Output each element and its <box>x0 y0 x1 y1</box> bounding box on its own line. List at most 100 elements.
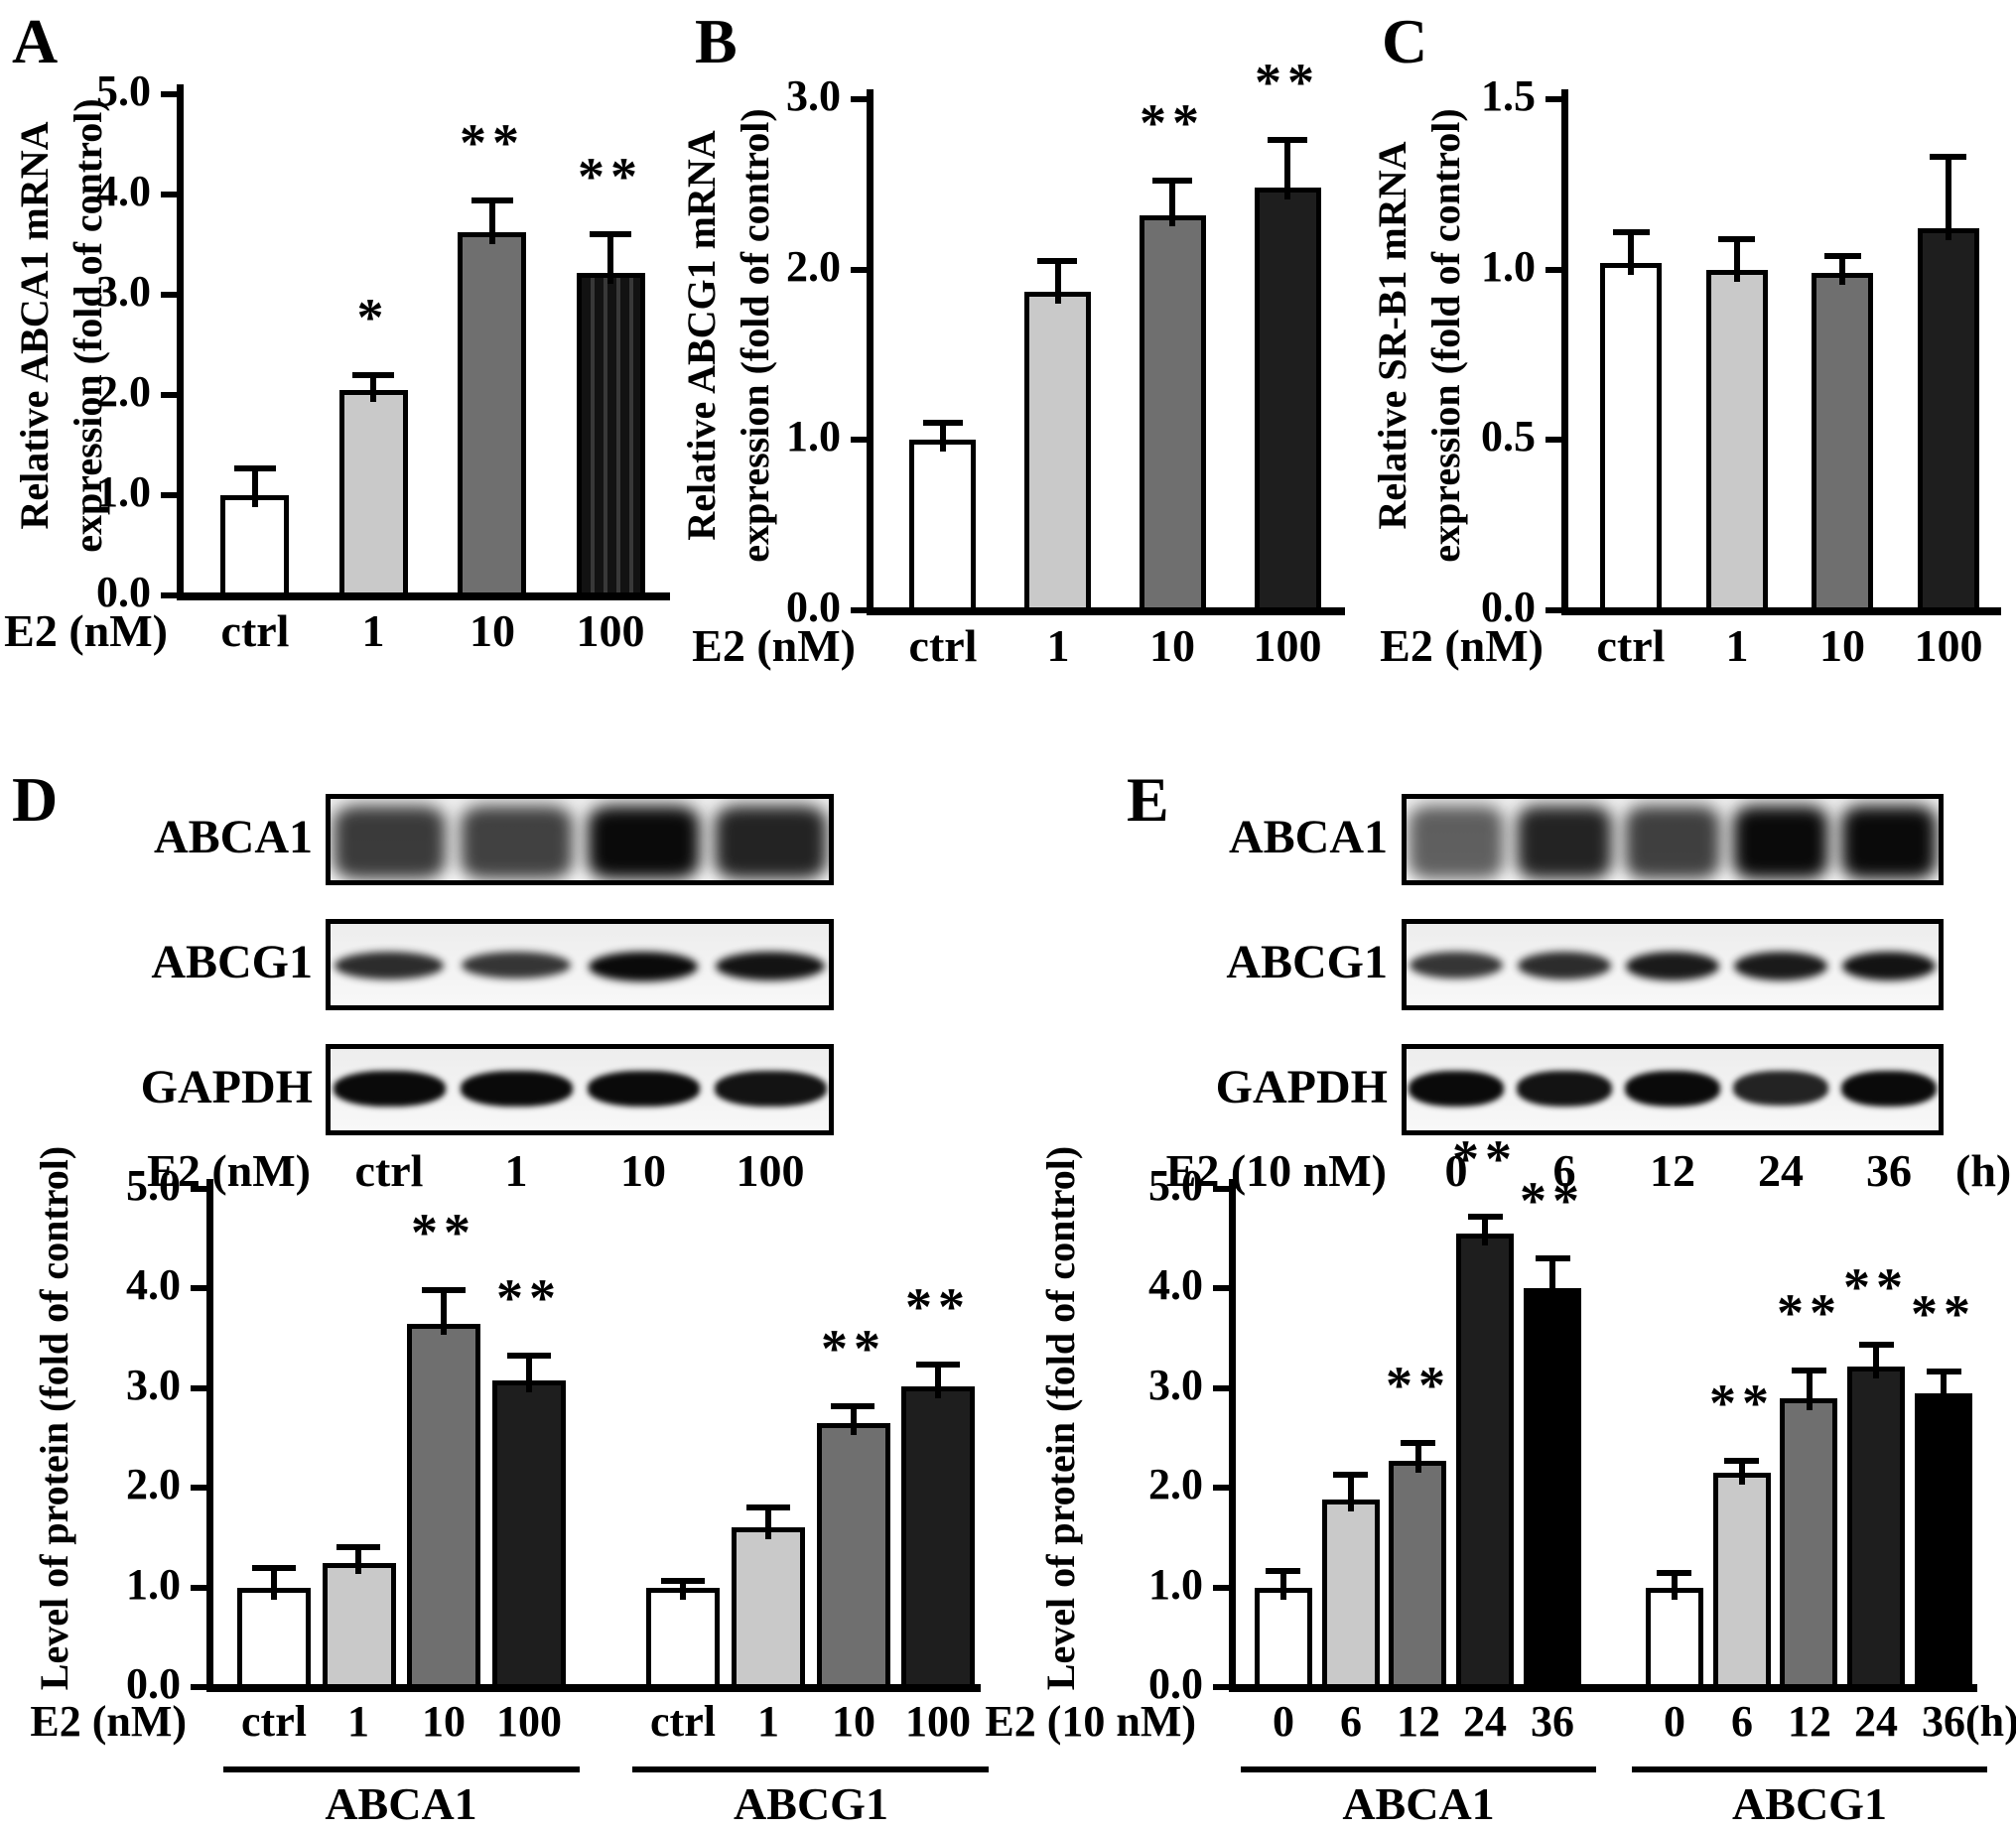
significance-label: ** <box>411 1203 476 1262</box>
blot-row-label: GAPDH <box>1215 1061 1388 1113</box>
blot-band <box>1626 952 1719 980</box>
significance-label: ** <box>1777 1283 1842 1343</box>
x-tick-label: ctrl <box>650 1697 716 1746</box>
bar <box>1713 1473 1771 1689</box>
error-bar-cap <box>507 1353 551 1359</box>
lane-label: ctrl <box>354 1145 424 1196</box>
bar <box>458 232 526 597</box>
bar <box>1706 270 1768 612</box>
panel-label-e: E <box>1127 764 1169 835</box>
significance-label: ** <box>905 1277 971 1337</box>
significance-label: * <box>356 288 390 347</box>
x-axis-prefix-label: E2 (nM) <box>1380 620 1544 671</box>
error-bar-stem <box>489 200 495 244</box>
group-label: ABCA1 <box>1342 1778 1495 1829</box>
y-axis <box>867 89 874 610</box>
y-tick <box>1546 437 1561 443</box>
blot-row-label: GAPDH <box>140 1061 313 1113</box>
bar <box>1600 263 1662 612</box>
y-tick-label: 0.0 <box>1481 583 1536 631</box>
bar <box>339 390 408 597</box>
y-tick <box>161 192 177 197</box>
lane-label: 6 <box>1552 1145 1576 1196</box>
significance-label: ** <box>1255 53 1320 112</box>
x-tick-label: 1 <box>757 1697 779 1746</box>
bar <box>323 1563 396 1690</box>
blot-row-label: ABCG1 <box>151 936 313 988</box>
error-bar-cap <box>923 420 963 426</box>
x-axis-prefix-label: E2 (10 nM) <box>985 1697 1196 1746</box>
blot-band <box>589 952 698 981</box>
blot-row-label: ABCA1 <box>153 811 313 863</box>
x-tick-label: 0 <box>1664 1697 1685 1746</box>
error-bar-cap <box>252 1565 296 1571</box>
blot-band <box>334 806 446 879</box>
error-bar-cap <box>590 231 631 237</box>
x-tick-label: 10 <box>422 1697 466 1746</box>
error-bar-stem <box>1284 140 1290 199</box>
panel-label-b: B <box>695 6 738 76</box>
error-bar-cap <box>234 465 276 471</box>
x-tick-label: 24 <box>1854 1697 1898 1746</box>
blot-band <box>462 952 571 979</box>
blot-band <box>1517 806 1612 879</box>
x-tick-label: 6 <box>1340 1697 1362 1746</box>
blot-band <box>1842 952 1936 980</box>
error-bar-stem <box>1873 1345 1879 1378</box>
y-tick <box>1546 607 1561 613</box>
lane-label: 12 <box>1650 1145 1695 1196</box>
blot-band <box>1517 1071 1612 1107</box>
bar <box>1915 1393 1972 1689</box>
bar <box>817 1423 890 1689</box>
lane-label: 0 <box>1444 1145 1468 1196</box>
error-bar-stem <box>607 234 613 284</box>
y-tick-label: 1.0 <box>1148 1560 1203 1609</box>
lane-prefix-label: E2 (10 nM) <box>1165 1145 1387 1196</box>
x-tick-label: 36 <box>1922 1697 1965 1746</box>
group-label: ABCA1 <box>325 1778 477 1829</box>
error-bar-stem <box>1169 181 1175 226</box>
blot-band <box>715 1071 827 1107</box>
bar <box>1322 1500 1380 1689</box>
bar <box>1255 1588 1312 1689</box>
significance-label: ** <box>1709 1373 1775 1433</box>
blot-band <box>461 1071 573 1107</box>
y-tick-label: 4.0 <box>1148 1260 1203 1309</box>
x-tick-label: 10 <box>470 605 515 656</box>
error-bar-cap <box>1037 258 1077 264</box>
error-bar-stem <box>1672 1573 1678 1600</box>
blot-band <box>1409 806 1504 879</box>
blot-band <box>1625 806 1720 879</box>
x-tick-label: 36 <box>1531 1697 1574 1746</box>
bar <box>1847 1367 1905 1689</box>
x-tick-label: 12 <box>1397 1697 1440 1746</box>
error-bar-stem <box>680 1581 686 1600</box>
blot-band <box>1410 952 1503 979</box>
error-bar-stem <box>252 468 258 507</box>
error-bar-stem <box>1628 232 1634 275</box>
y-tick-label: 3.0 <box>96 267 151 316</box>
error-bar-cap <box>1724 1458 1759 1464</box>
error-bar-cap <box>1930 154 1966 160</box>
blot-band <box>1841 1071 1937 1107</box>
error-bar-stem <box>1280 1571 1286 1600</box>
error-bar-cap <box>1152 178 1192 184</box>
y-tick-label: 4.0 <box>96 167 151 215</box>
y-tick-label: 3.0 <box>786 71 841 120</box>
error-bar-stem <box>355 1547 361 1574</box>
x-axis <box>1561 607 2001 615</box>
y-tick <box>1213 1186 1229 1192</box>
x-tick-label: 10 <box>1819 620 1865 671</box>
y-axis-title: Level of protein (fold of control) <box>32 1145 76 1691</box>
y-tick <box>191 1585 206 1591</box>
y-tick-label: 0.0 <box>786 583 841 631</box>
x-tick-label: 10 <box>832 1697 875 1746</box>
error-bar-stem <box>1482 1217 1488 1245</box>
y-tick-label: 3.0 <box>1148 1361 1203 1409</box>
y-tick <box>191 1385 206 1391</box>
y-tick <box>1213 1285 1229 1291</box>
y-tick <box>1546 267 1561 273</box>
error-bar-cap <box>1268 137 1307 143</box>
x-tick-label: 24 <box>1463 1697 1507 1746</box>
